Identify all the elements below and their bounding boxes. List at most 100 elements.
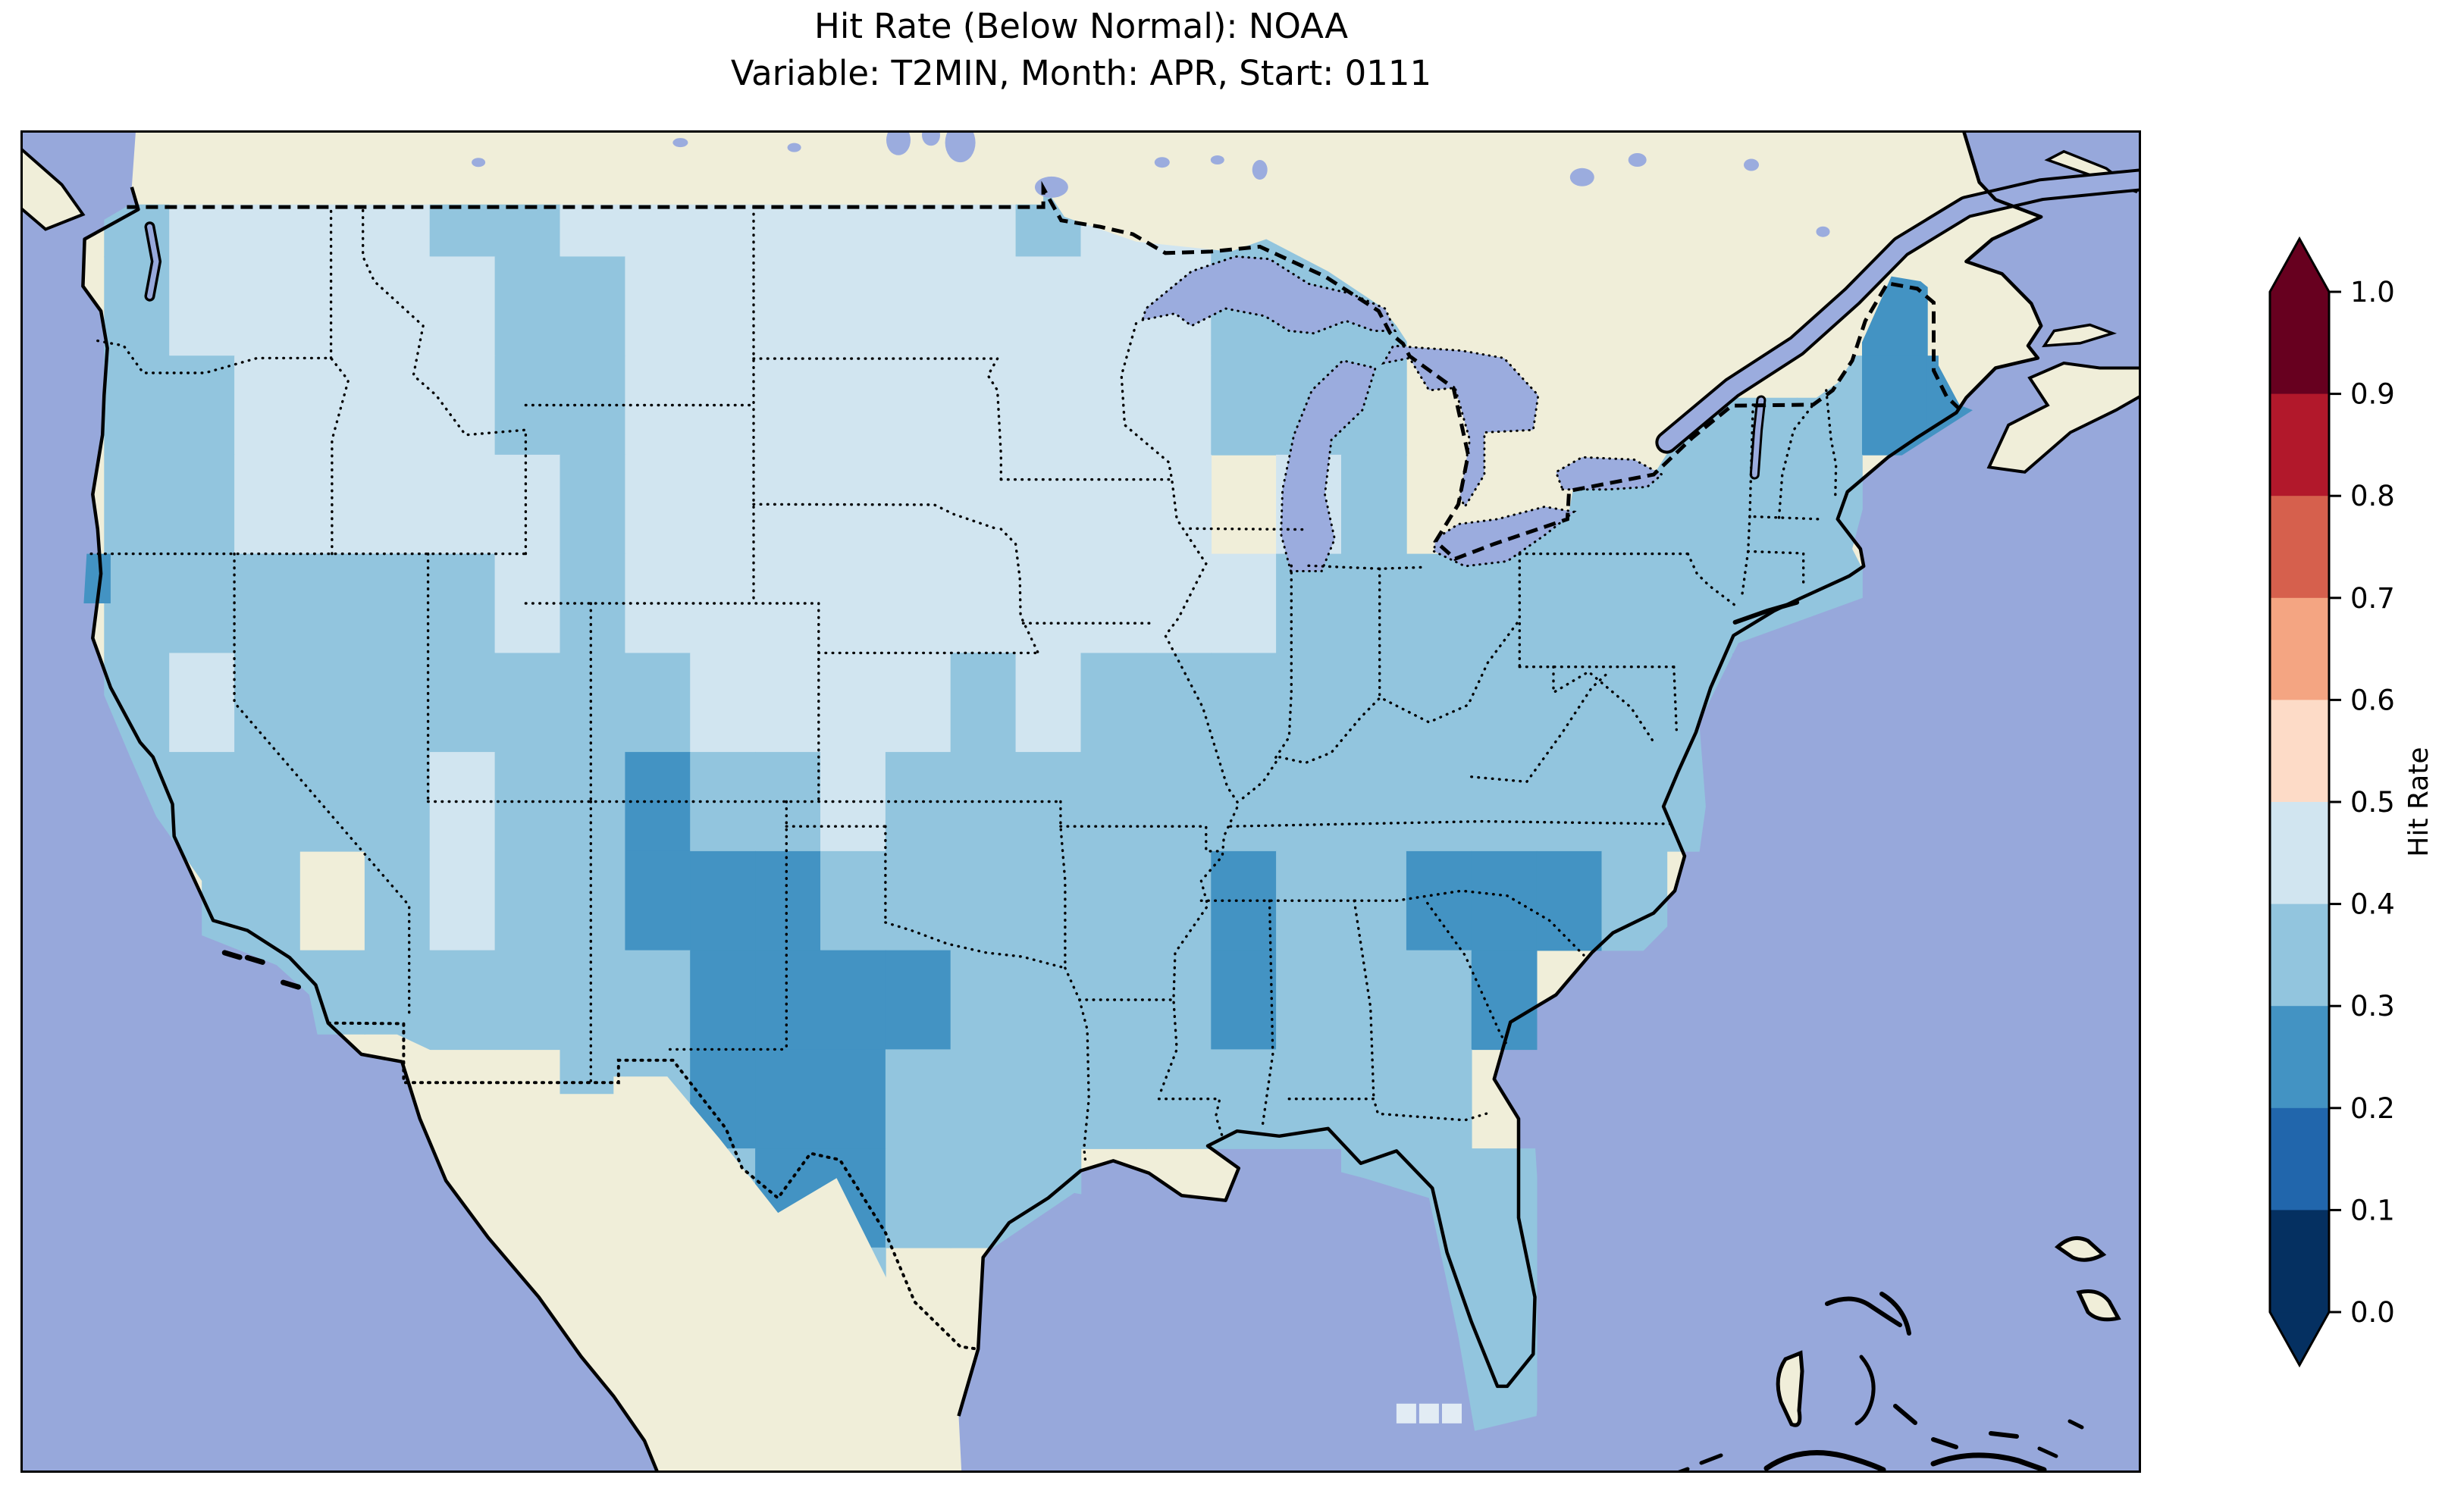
- grid-cell: [690, 256, 756, 356]
- grid-cell: [299, 355, 365, 456]
- grid-cell: [1080, 454, 1147, 555]
- grid-cell: [885, 454, 951, 555]
- grid-cell: [690, 454, 756, 555]
- grid-cell: [1406, 752, 1472, 852]
- grid-cell: [494, 553, 561, 654]
- grid-cell: [169, 752, 235, 852]
- small-lake: [787, 143, 801, 152]
- grid-cell: [560, 752, 626, 852]
- grid-cell: [820, 653, 886, 753]
- grid-cell: [104, 454, 170, 555]
- grid-cell: [1080, 752, 1147, 852]
- grid-cell: [820, 553, 886, 654]
- grid-cell: [429, 653, 496, 753]
- grid-cell: [169, 653, 235, 753]
- grid-cell: [755, 752, 821, 852]
- grid-cell: [364, 950, 431, 1051]
- state-border: [1686, 552, 1737, 607]
- colorbar-tick-label: 0.6: [2350, 684, 2395, 716]
- colorbar-bin: [2270, 802, 2329, 905]
- grid-cell: [234, 355, 300, 456]
- atlantic-gulf-coastline: [957, 133, 2043, 1417]
- grid-cell: [104, 355, 170, 456]
- colorbar-tick-label: 0.9: [2350, 378, 2395, 411]
- grid-cell: [1471, 653, 1538, 753]
- grid-cell: [1080, 653, 1147, 753]
- grid-cell: [560, 653, 626, 753]
- grid-cell: [1080, 256, 1147, 356]
- grid-cell: [364, 355, 431, 456]
- grid-cell: [1015, 355, 1082, 456]
- grid-cell: [1276, 950, 1342, 1051]
- colorbar-tick-label: 0.4: [2350, 888, 2395, 921]
- grid-cell: [364, 553, 431, 654]
- state-border: [999, 528, 1039, 655]
- grid-cell: [1015, 1049, 1082, 1149]
- grid-cell: [1211, 752, 1277, 852]
- state-border: [1287, 1098, 1491, 1122]
- grid-cell: [755, 256, 821, 356]
- grid-cell: [1471, 850, 1538, 951]
- grid-cell: [885, 653, 951, 753]
- grid-cell: [885, 1049, 951, 1149]
- state-border: [1064, 966, 1090, 1165]
- lake-huron: [1381, 344, 1540, 509]
- grid-cell: [234, 256, 300, 356]
- state-border: [1189, 527, 1310, 531]
- grid-cell: [1536, 752, 1603, 852]
- colorbar-tick-label: 0.1: [2350, 1194, 2395, 1226]
- small-lake: [1816, 226, 1830, 237]
- grid-cell: [820, 1049, 886, 1149]
- colorbar-tick-label: 0.8: [2350, 480, 2395, 512]
- colorbar-bin: [2270, 904, 2329, 1007]
- grid-cell: [234, 553, 300, 654]
- grid-cell: [169, 454, 235, 555]
- grid-cell: [885, 1148, 951, 1248]
- small-lake: [1744, 158, 1759, 171]
- grid-cell: [950, 454, 1017, 555]
- grid-cell: [885, 950, 951, 1051]
- grid-cell: [1471, 1247, 1538, 1348]
- grid-cell: [885, 850, 951, 951]
- grid-cell: [1080, 1049, 1147, 1149]
- grid-cell: [560, 355, 626, 456]
- grid-cell: [169, 256, 235, 356]
- grid-cell: [1666, 454, 1733, 555]
- grid-cell: [299, 653, 365, 753]
- grid-cell: [1015, 454, 1082, 555]
- grid-cell: [494, 454, 561, 555]
- grid-cell: [625, 950, 691, 1051]
- grid-cell: [755, 355, 821, 456]
- grid-cell: [950, 653, 1017, 753]
- colorbar-bin: [2270, 1006, 2329, 1109]
- grid-cell: [1601, 752, 1668, 852]
- masked-cell-keys: [1396, 1403, 1416, 1424]
- grid-cell: [1211, 553, 1277, 654]
- grid-cell: [234, 454, 300, 555]
- small-lake: [1154, 157, 1170, 168]
- grid-cell: [560, 454, 626, 555]
- grid-cell: [1015, 653, 1082, 753]
- lake-ontario: [1554, 456, 1664, 491]
- grid-cell: [429, 850, 496, 951]
- grid-cell: [625, 454, 691, 555]
- colorbar-arrow-down: [2270, 1312, 2329, 1365]
- small-lake: [1569, 168, 1594, 186]
- grid-cell: [560, 950, 626, 1051]
- grid-cell: [950, 553, 1017, 654]
- colorbar-tick-label: 0.5: [2350, 786, 2395, 819]
- colorbar-axis-label: Hit Rate: [2403, 747, 2434, 857]
- state-border: [884, 921, 1067, 969]
- state-border: [1229, 819, 1672, 828]
- grid-cell: [1015, 256, 1082, 356]
- grid-cell: [950, 752, 1017, 852]
- grid-cell: [1276, 653, 1342, 753]
- small-lake: [1210, 155, 1224, 164]
- grid-cell: [820, 950, 886, 1051]
- colorbar-bin: [2270, 1210, 2329, 1313]
- small-lake: [472, 158, 486, 168]
- state-border: [1747, 550, 1805, 585]
- grid-cell: [1080, 850, 1147, 951]
- grid-cell: [364, 850, 431, 951]
